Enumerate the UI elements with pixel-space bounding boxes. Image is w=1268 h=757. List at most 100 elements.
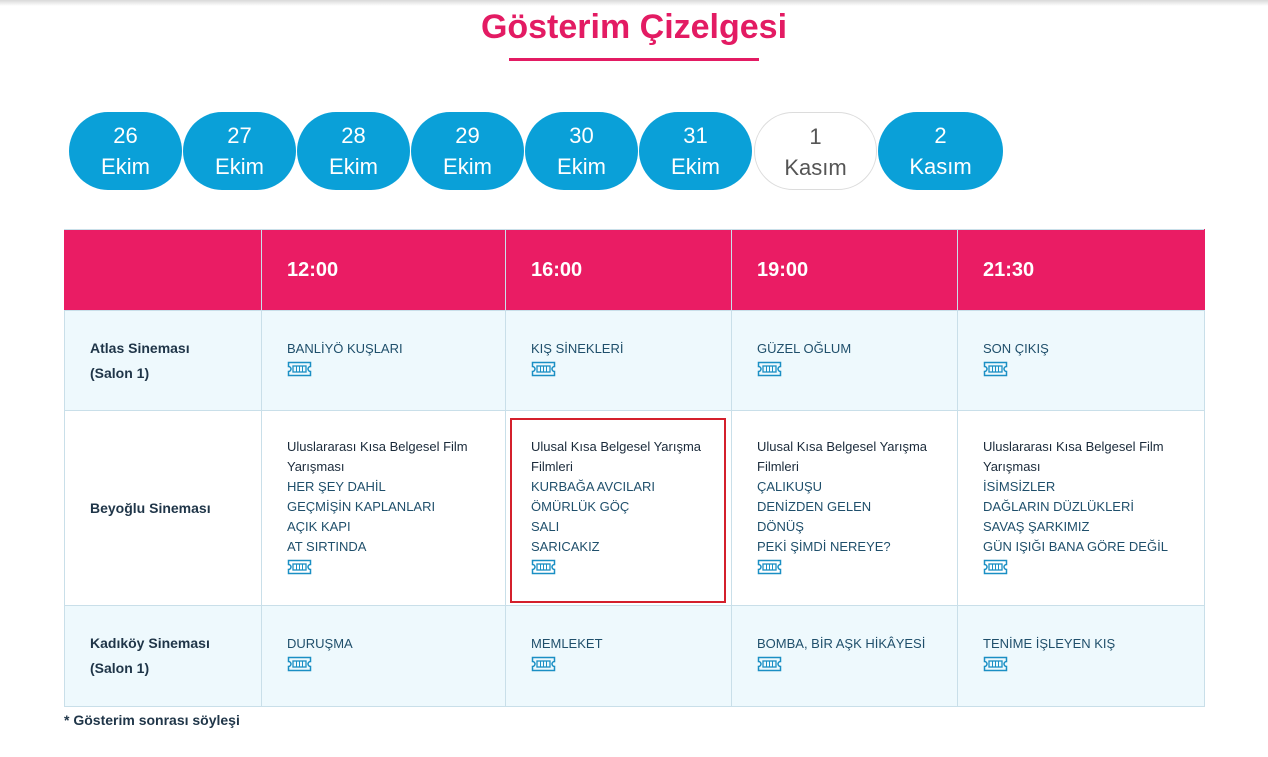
date-month: Ekim: [329, 154, 378, 179]
program-category: Ulusal Kısa Belgesel Yarışma: [531, 439, 702, 454]
venue-cell: Kadıköy Sineması (Salon 1): [64, 605, 262, 707]
film-title[interactable]: DENİZDEN GELEN: [757, 499, 872, 514]
film-title[interactable]: SON ÇIKIŞ: [983, 340, 1049, 356]
film-title[interactable]: TENİME İŞLEYEN KIŞ: [983, 636, 1116, 651]
screening-cell: SON ÇIKIŞ: [957, 310, 1205, 411]
date-day: 28: [341, 123, 366, 148]
screening-cell: BOMBA, BİR AŞK HİKÂYESİ: [731, 605, 958, 707]
screening-list: DURUŞMA: [287, 634, 495, 678]
schedule-header-row: 12:00 16:00 19:00 21:30: [64, 229, 1205, 311]
screening-list: Uluslararası Kısa Belgesel Film Yarışması…: [983, 411, 1194, 581]
ticket-icon[interactable]: [757, 559, 782, 575]
venue-cell: Atlas Sineması (Salon 1): [64, 310, 262, 411]
film-title[interactable]: GEÇMİŞİN KAPLANLARI: [287, 499, 436, 514]
venue-name-line: (Salon 1): [90, 364, 150, 381]
screening-cell: BANLİYÖ KUŞLARI: [261, 310, 506, 411]
time-header: 19:00: [731, 229, 958, 311]
program-category: Filmleri: [757, 459, 799, 474]
date-month: Ekim: [215, 154, 264, 179]
ticket-icon[interactable]: [983, 559, 1008, 575]
ticket-icon[interactable]: [983, 361, 1008, 377]
screening-list: Uluslararası Kısa Belgesel Film Yarışması…: [287, 411, 495, 581]
film-title[interactable]: ÇALIKUŞU: [757, 479, 823, 494]
ticket-icon[interactable]: [757, 361, 782, 377]
venue-header-cell: [64, 229, 262, 311]
film-title[interactable]: SAVAŞ ŞARKIMIZ: [983, 519, 1090, 534]
ticket-icon[interactable]: [531, 559, 556, 575]
date-month: Ekim: [101, 154, 150, 179]
schedule-row: Kadıköy Sineması (Salon 1) DURUŞMA MEMLEKET…: [64, 605, 1205, 707]
date-tab-1[interactable]: 1 Kasım: [754, 112, 877, 190]
film-title[interactable]: KIŞ SİNEKLERİ: [531, 340, 624, 356]
date-tab-2[interactable]: 2 Kasım: [878, 112, 1003, 190]
date-day: 26: [113, 123, 138, 148]
screening-list: MEMLEKET: [531, 634, 721, 678]
venue-name-line: Atlas Sineması: [90, 339, 190, 356]
date-tab-27[interactable]: 27 Ekim: [183, 112, 296, 190]
screening-list: Ulusal Kısa Belgesel Yarışma Filmleri KURB…: [531, 411, 721, 581]
schedule-row: Beyoğlu Sineması Uluslararası Kısa Belges…: [64, 410, 1205, 606]
screening-cell: GÜZEL OĞLUM: [731, 310, 958, 411]
program-category: Uluslararası Kısa Belgesel Film: [983, 439, 1164, 454]
ticket-icon[interactable]: [287, 559, 312, 575]
film-title[interactable]: DAĞLARIN DÜZLÜKLERİ: [983, 499, 1134, 514]
screening-list: BANLİYÖ KUŞLARI: [287, 339, 495, 383]
date-month: Kasım: [784, 155, 847, 180]
date-day: 30: [569, 123, 594, 148]
film-title[interactable]: PEKİ ŞİMDİ NEREYE?: [757, 539, 891, 554]
film-title[interactable]: GÜN IŞIĞI BANA GÖRE DEĞİL: [983, 539, 1168, 554]
ticket-icon[interactable]: [287, 656, 312, 672]
venue-name-line: Kadıköy Sineması: [90, 635, 210, 651]
screening-cell: Ulusal Kısa Belgesel Yarışma Filmleri KURB…: [505, 410, 732, 606]
film-title[interactable]: SARICAKIZ: [531, 539, 600, 554]
film-title[interactable]: BOMBA, BİR AŞK HİKÂYESİ: [757, 636, 926, 651]
program-category: Yarışması: [983, 459, 1041, 474]
time-header: 16:00: [505, 229, 732, 311]
screening-list: GÜZEL OĞLUM: [757, 339, 947, 383]
screening-list: SON ÇIKIŞ: [983, 339, 1194, 383]
film-title[interactable]: KURBAĞA AVCILARI: [531, 479, 656, 494]
film-title[interactable]: HER ŞEY DAHİL: [287, 479, 386, 494]
date-tab-30[interactable]: 30 Ekim: [525, 112, 638, 190]
date-tab-26[interactable]: 26 Ekim: [69, 112, 182, 190]
screening-cell: TENİME İŞLEYEN KIŞ: [957, 605, 1205, 707]
film-title[interactable]: DÖNÜŞ: [757, 519, 804, 534]
screening-cell: Ulusal Kısa Belgesel Yarışma Filmleri ÇALI…: [731, 410, 958, 606]
ticket-icon[interactable]: [531, 656, 556, 672]
date-tab-28[interactable]: 28 Ekim: [297, 112, 410, 190]
date-day: 27: [227, 123, 252, 148]
screening-cell: Uluslararası Kısa Belgesel Film Yarışması…: [261, 410, 506, 606]
screening-list: KIŞ SİNEKLERİ: [531, 339, 721, 383]
program-category: Uluslararası Kısa Belgesel Film: [287, 439, 468, 454]
film-title[interactable]: DURUŞMA: [287, 636, 353, 651]
date-tab-31[interactable]: 31 Ekim: [639, 112, 752, 190]
film-title[interactable]: AT SIRTINDA: [287, 539, 367, 554]
ticket-icon[interactable]: [757, 656, 782, 672]
time-header: 12:00: [261, 229, 506, 311]
footnote: * Gösterim sonrası söyleşi: [64, 712, 240, 728]
page-title: Gösterim Çizelgesi: [480, 8, 788, 46]
date-day: 31: [683, 123, 708, 148]
venue-cell: Beyoğlu Sineması: [64, 410, 262, 606]
film-title[interactable]: AÇIK KAPI: [287, 519, 351, 534]
ticket-icon[interactable]: [287, 361, 312, 377]
time-header: 21:30: [957, 229, 1205, 311]
date-day: 29: [455, 123, 480, 148]
venue-name-line: (Salon 1): [90, 660, 150, 676]
date-month: Ekim: [671, 154, 720, 179]
film-title[interactable]: İSİMSİZLER: [983, 479, 1056, 494]
film-title[interactable]: ÖMÜRLÜK GÖÇ: [531, 499, 630, 514]
screening-cell: Uluslararası Kısa Belgesel Film Yarışması…: [957, 410, 1205, 606]
film-title[interactable]: MEMLEKET: [531, 636, 603, 651]
screening-cell: MEMLEKET: [505, 605, 732, 707]
date-day: 1: [809, 124, 822, 149]
ticket-icon[interactable]: [531, 361, 556, 377]
screening-list: TENİME İŞLEYEN KIŞ: [983, 634, 1194, 678]
schedule-row: Atlas Sineması (Salon 1) BANLİYÖ KUŞLARI KI…: [64, 310, 1205, 411]
film-title[interactable]: BANLİYÖ KUŞLARI: [287, 340, 403, 356]
date-tab-29[interactable]: 29 Ekim: [411, 112, 524, 190]
film-title[interactable]: SALI: [531, 519, 560, 534]
film-title[interactable]: GÜZEL OĞLUM: [757, 340, 852, 356]
ticket-icon[interactable]: [983, 656, 1008, 672]
date-day: 2: [934, 123, 947, 148]
